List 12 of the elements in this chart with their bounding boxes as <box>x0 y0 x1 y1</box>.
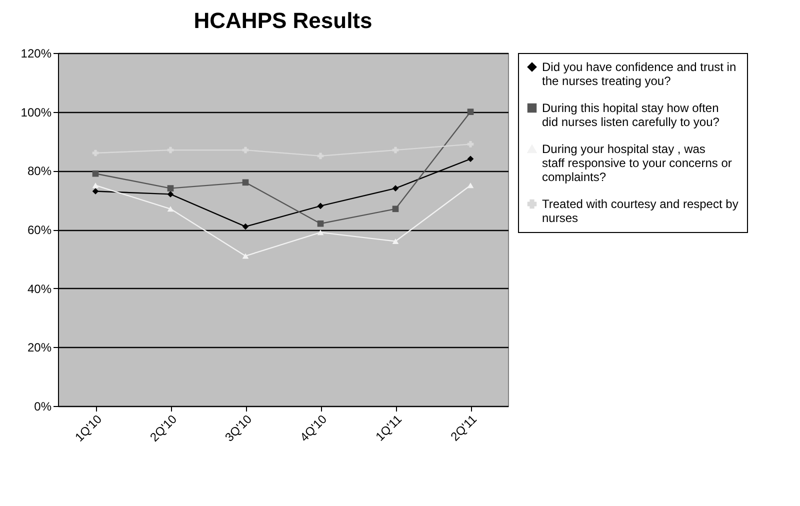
chart-title: HCAHPS Results <box>194 8 372 33</box>
legend-label: Treated with courtesy and respect by nurses <box>542 197 738 225</box>
y-tick-label: 0% <box>34 400 52 414</box>
legend-label: Did you have confidence and trust in the nurses treating you? <box>542 60 736 88</box>
y-tick-label: 40% <box>27 282 52 296</box>
legend-label: During your hospital stay , was staff responsive to your concerns or complaints? <box>542 142 732 184</box>
legend-label: During this hopital stay how often did nurses listen carefully to you? <box>542 101 720 129</box>
y-tick-label: 100% <box>20 105 52 120</box>
y-tick-label: 60% <box>27 223 52 237</box>
y-tick-label: 20% <box>27 340 52 355</box>
y-tick-label: 80% <box>27 164 52 178</box>
y-tick-label: 120% <box>20 46 52 60</box>
